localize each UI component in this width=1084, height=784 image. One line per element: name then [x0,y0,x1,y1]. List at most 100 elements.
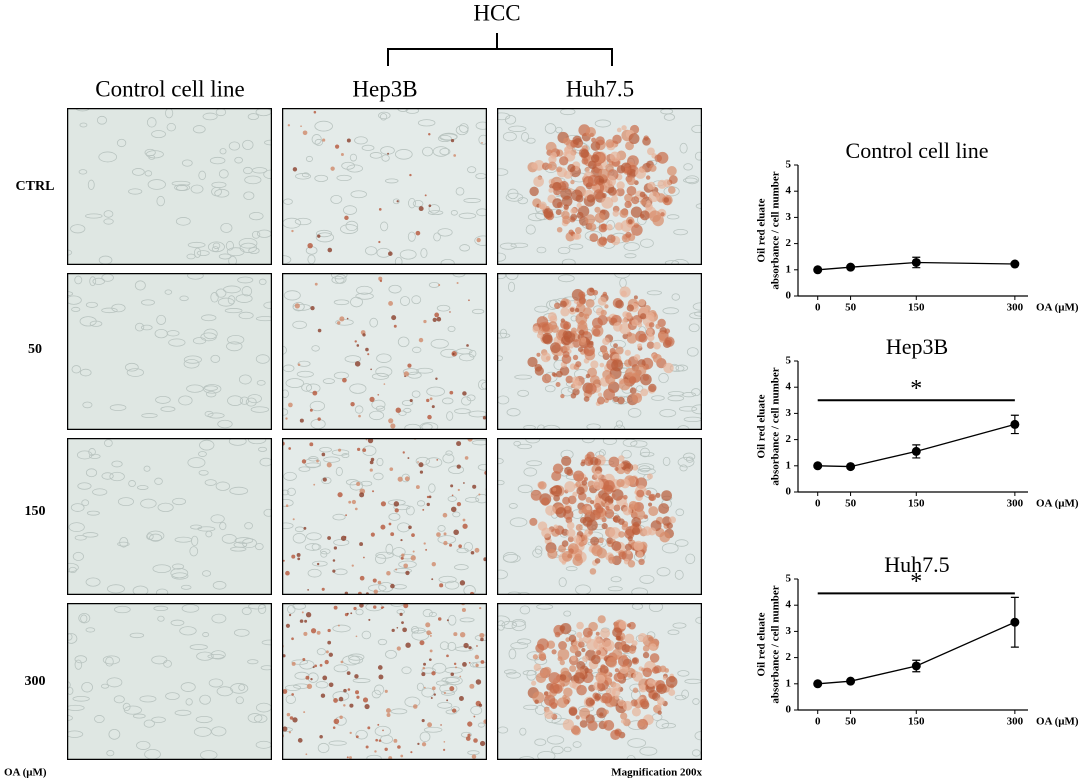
lipid [535,643,545,653]
lipid [663,197,670,203]
cell [497,615,510,626]
cell [292,533,306,544]
cell [666,214,680,220]
cell [513,440,522,447]
lipid [472,484,477,489]
y-tick-label: 0 [786,704,792,716]
lipid [289,716,294,720]
cell [111,460,123,468]
cell [315,681,329,689]
cell [502,551,519,563]
cell [497,112,511,121]
lipid [407,457,410,460]
lipid [635,509,646,520]
lipid [402,627,407,633]
lipid [583,307,593,317]
lipid [609,347,616,355]
lipid [647,333,655,342]
cell [438,575,457,584]
lipid [596,650,602,656]
lipid [479,740,486,747]
lipid [367,726,371,730]
cell [86,510,100,516]
lipid [369,468,373,472]
lipid [378,739,382,742]
lipid [575,361,582,368]
lipid [532,654,539,660]
lipid [669,516,677,524]
lipid [306,683,313,690]
lipid [640,373,652,386]
lipid [446,654,449,658]
lipid [467,733,471,737]
y-tick-label: 4 [786,599,792,611]
lipid [627,219,633,225]
cell [563,610,572,617]
cell [497,355,504,361]
cell [375,553,387,565]
cell [379,113,388,121]
cell [332,624,351,633]
lipid [638,719,646,727]
lipid [631,516,642,527]
lipid [606,224,613,231]
lipid [609,527,621,539]
lipid [577,346,584,353]
lipid [405,570,410,576]
cell [546,735,565,745]
cell [526,137,536,144]
cell [497,273,507,280]
lipid [429,649,433,653]
cell [248,247,260,255]
lipid [612,210,619,217]
lipid [633,295,638,300]
cell [517,443,533,450]
lipid [620,719,626,724]
cell [224,308,243,314]
lipid [642,645,650,652]
cell [320,550,328,558]
cell [143,719,155,728]
lipid [590,141,601,151]
cell [437,228,453,237]
lipid [473,738,478,743]
cell [333,371,349,380]
lipid [611,541,622,552]
lipid [302,130,308,136]
lipid [337,321,341,325]
lipid [648,191,660,203]
lipid [648,494,655,501]
cell [551,745,564,755]
lipid [591,317,603,329]
cell [203,328,218,340]
cell [294,671,310,680]
cell [371,372,389,380]
lipid [413,704,418,709]
x-tick-label: 150 [908,302,925,314]
lipid [545,141,557,153]
cell [392,547,406,557]
lipid [546,640,556,649]
cell [691,404,702,415]
cell [380,221,389,232]
lipid [570,207,577,215]
cell [322,378,335,384]
lipid [288,731,292,734]
lipid [301,611,304,614]
x-tick-label: 0 [815,302,821,314]
lipid [480,637,484,642]
lipid [608,556,615,564]
cell [163,659,172,668]
lipid [574,232,582,240]
lipid [555,209,562,216]
lipid [638,558,645,566]
cell [410,625,419,634]
cell [623,242,640,252]
lipid [442,512,448,518]
cell [471,439,487,446]
cell [292,301,305,312]
lipid [429,397,433,401]
y-tick-label: 4 [786,185,792,197]
lipid [586,505,591,511]
lipid [362,333,366,337]
